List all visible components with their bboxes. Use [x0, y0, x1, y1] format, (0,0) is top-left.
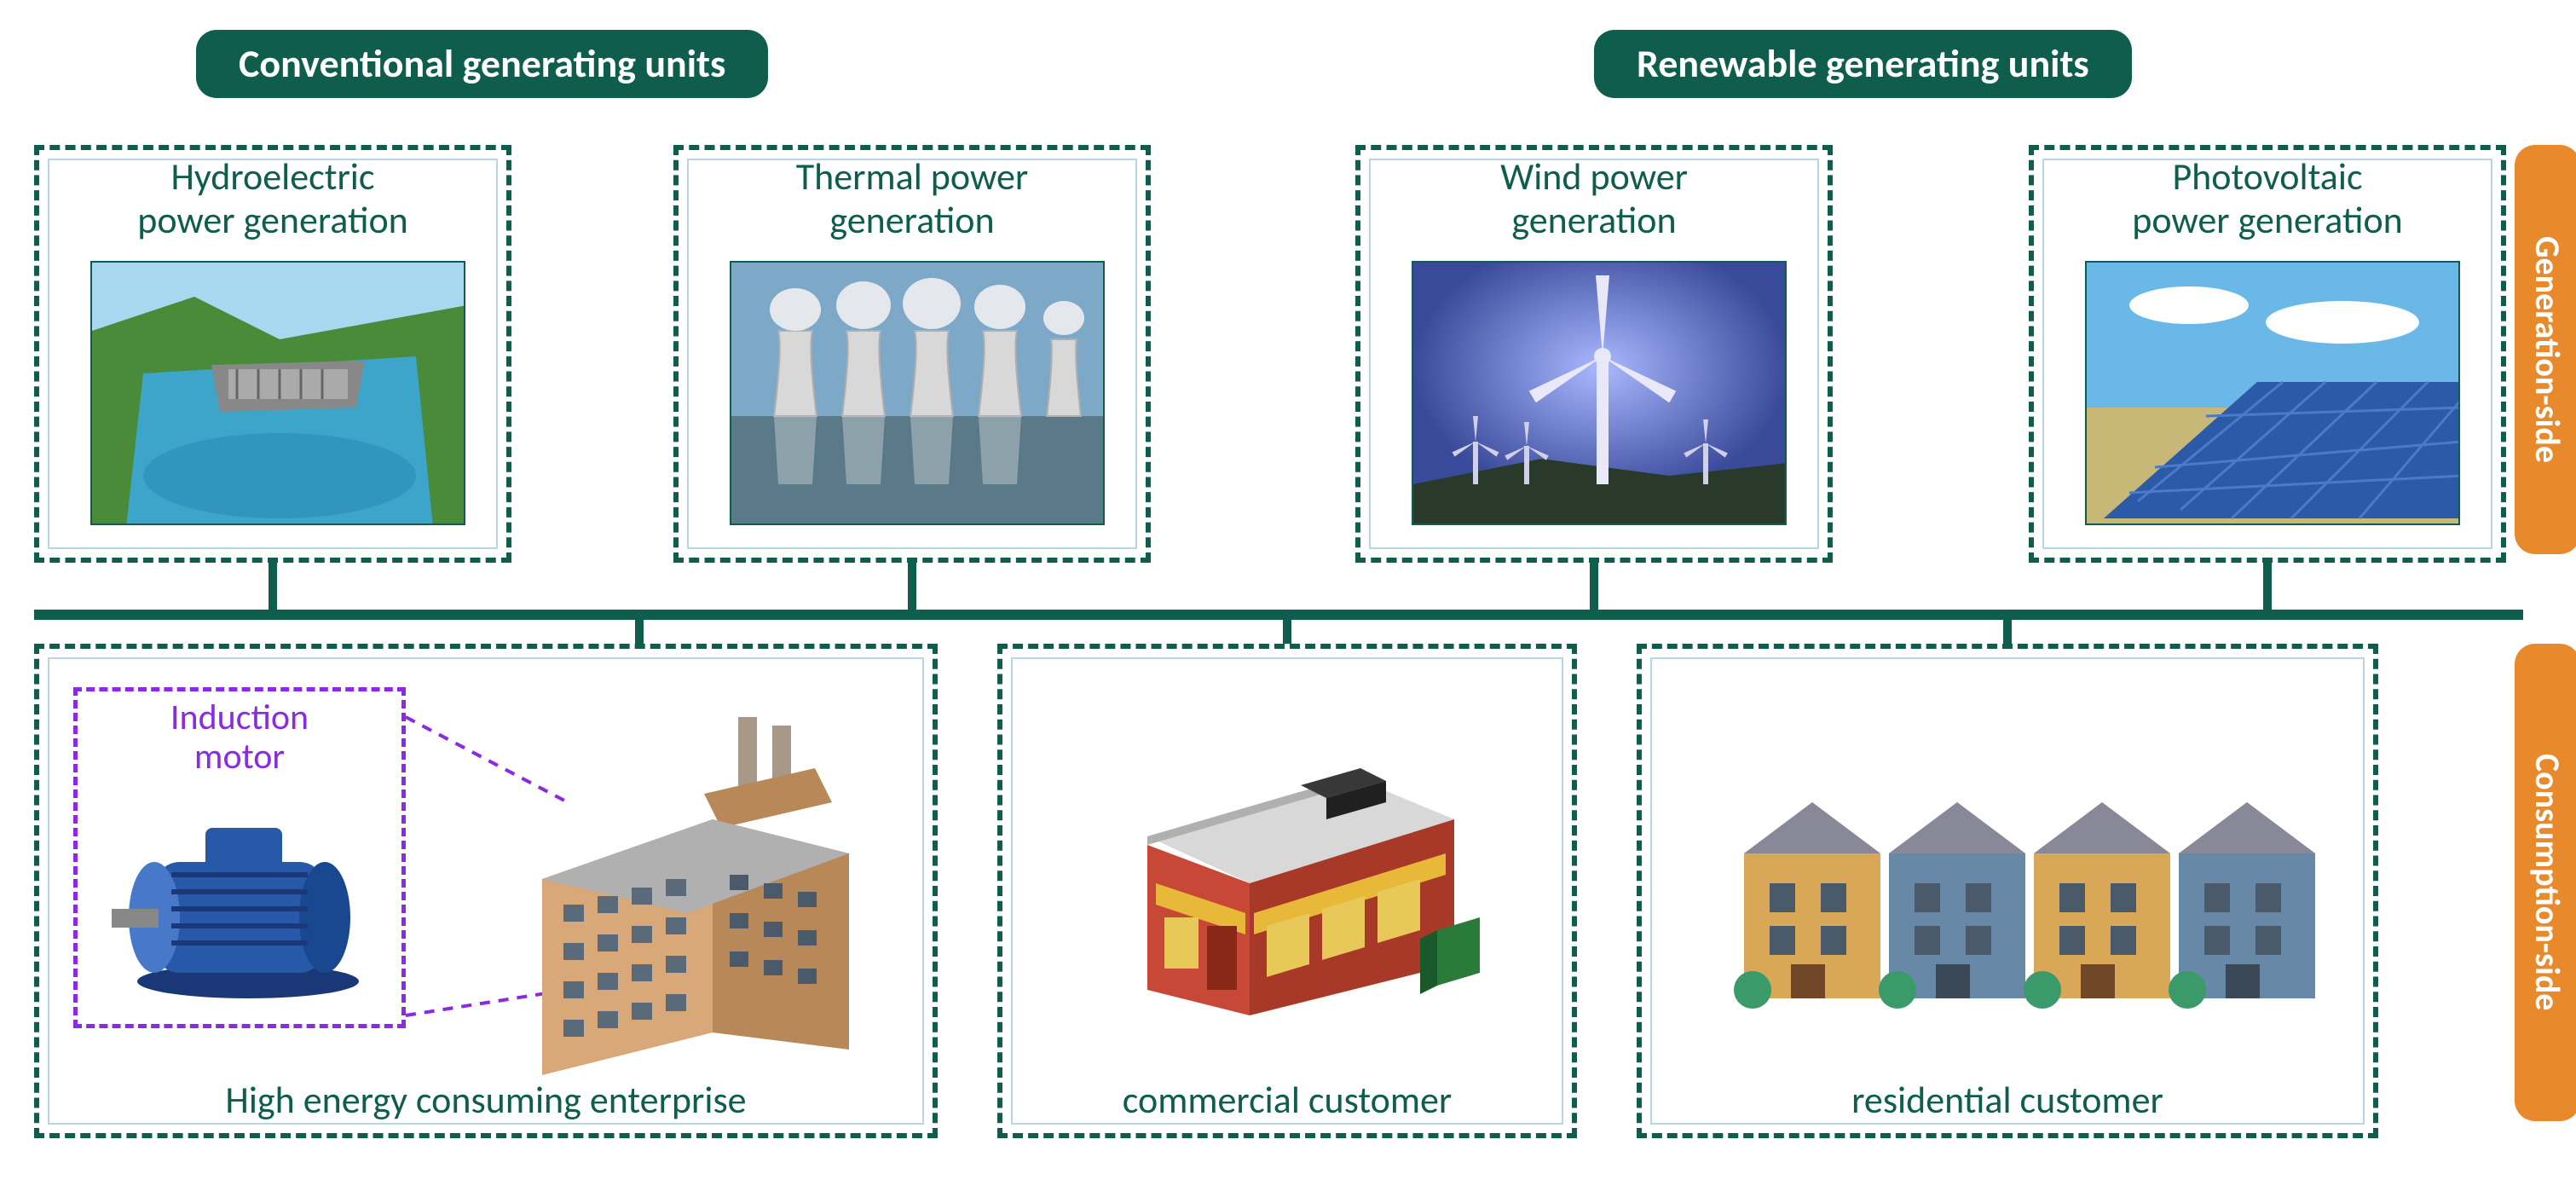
box-motor: Inductionmotor [73, 687, 406, 1028]
label-enterprise: High energy consuming enterprise [39, 1077, 933, 1123]
power-system-diagram: Conventional generating units Renewable … [0, 0, 2576, 1203]
bus-line [34, 610, 2523, 620]
box-enterprise: High energy consuming enterprise Inducti… [34, 644, 938, 1138]
label-motor: Inductionmotor [78, 691, 401, 777]
box-commercial: commercial customer [997, 644, 1577, 1138]
connector-hydro [269, 563, 277, 614]
motor-icon [103, 794, 376, 1015]
label-commercial: commercial customer [1002, 1077, 1572, 1123]
header-conventional: Conventional generating units [196, 30, 768, 98]
image-hydro [90, 261, 465, 525]
connector-wind [1590, 563, 1598, 614]
box-wind: Wind powergeneration [1355, 145, 1833, 563]
side-label-generation: Generation-side [2515, 145, 2576, 554]
box-pv: Photovoltaicpower generation [2029, 145, 2506, 563]
image-thermal [730, 261, 1105, 525]
connector-pv [2263, 563, 2272, 614]
header-renewable: Renewable generating units [1594, 30, 2132, 98]
connector-thermal [908, 563, 916, 614]
houses-icon [1693, 734, 2332, 1058]
box-hydro: Hydroelectricpower generation [34, 145, 511, 563]
shop-icon [1079, 734, 1505, 1058]
box-thermal: Thermal powergeneration [673, 145, 1151, 563]
image-pv [2085, 261, 2460, 525]
side-label-consumption: Consumption-side [2515, 644, 2576, 1121]
label-residential: residential customer [1642, 1077, 2373, 1123]
image-wind [1412, 261, 1787, 525]
factory-icon [491, 708, 900, 1075]
box-residential: residential customer [1637, 644, 2378, 1138]
